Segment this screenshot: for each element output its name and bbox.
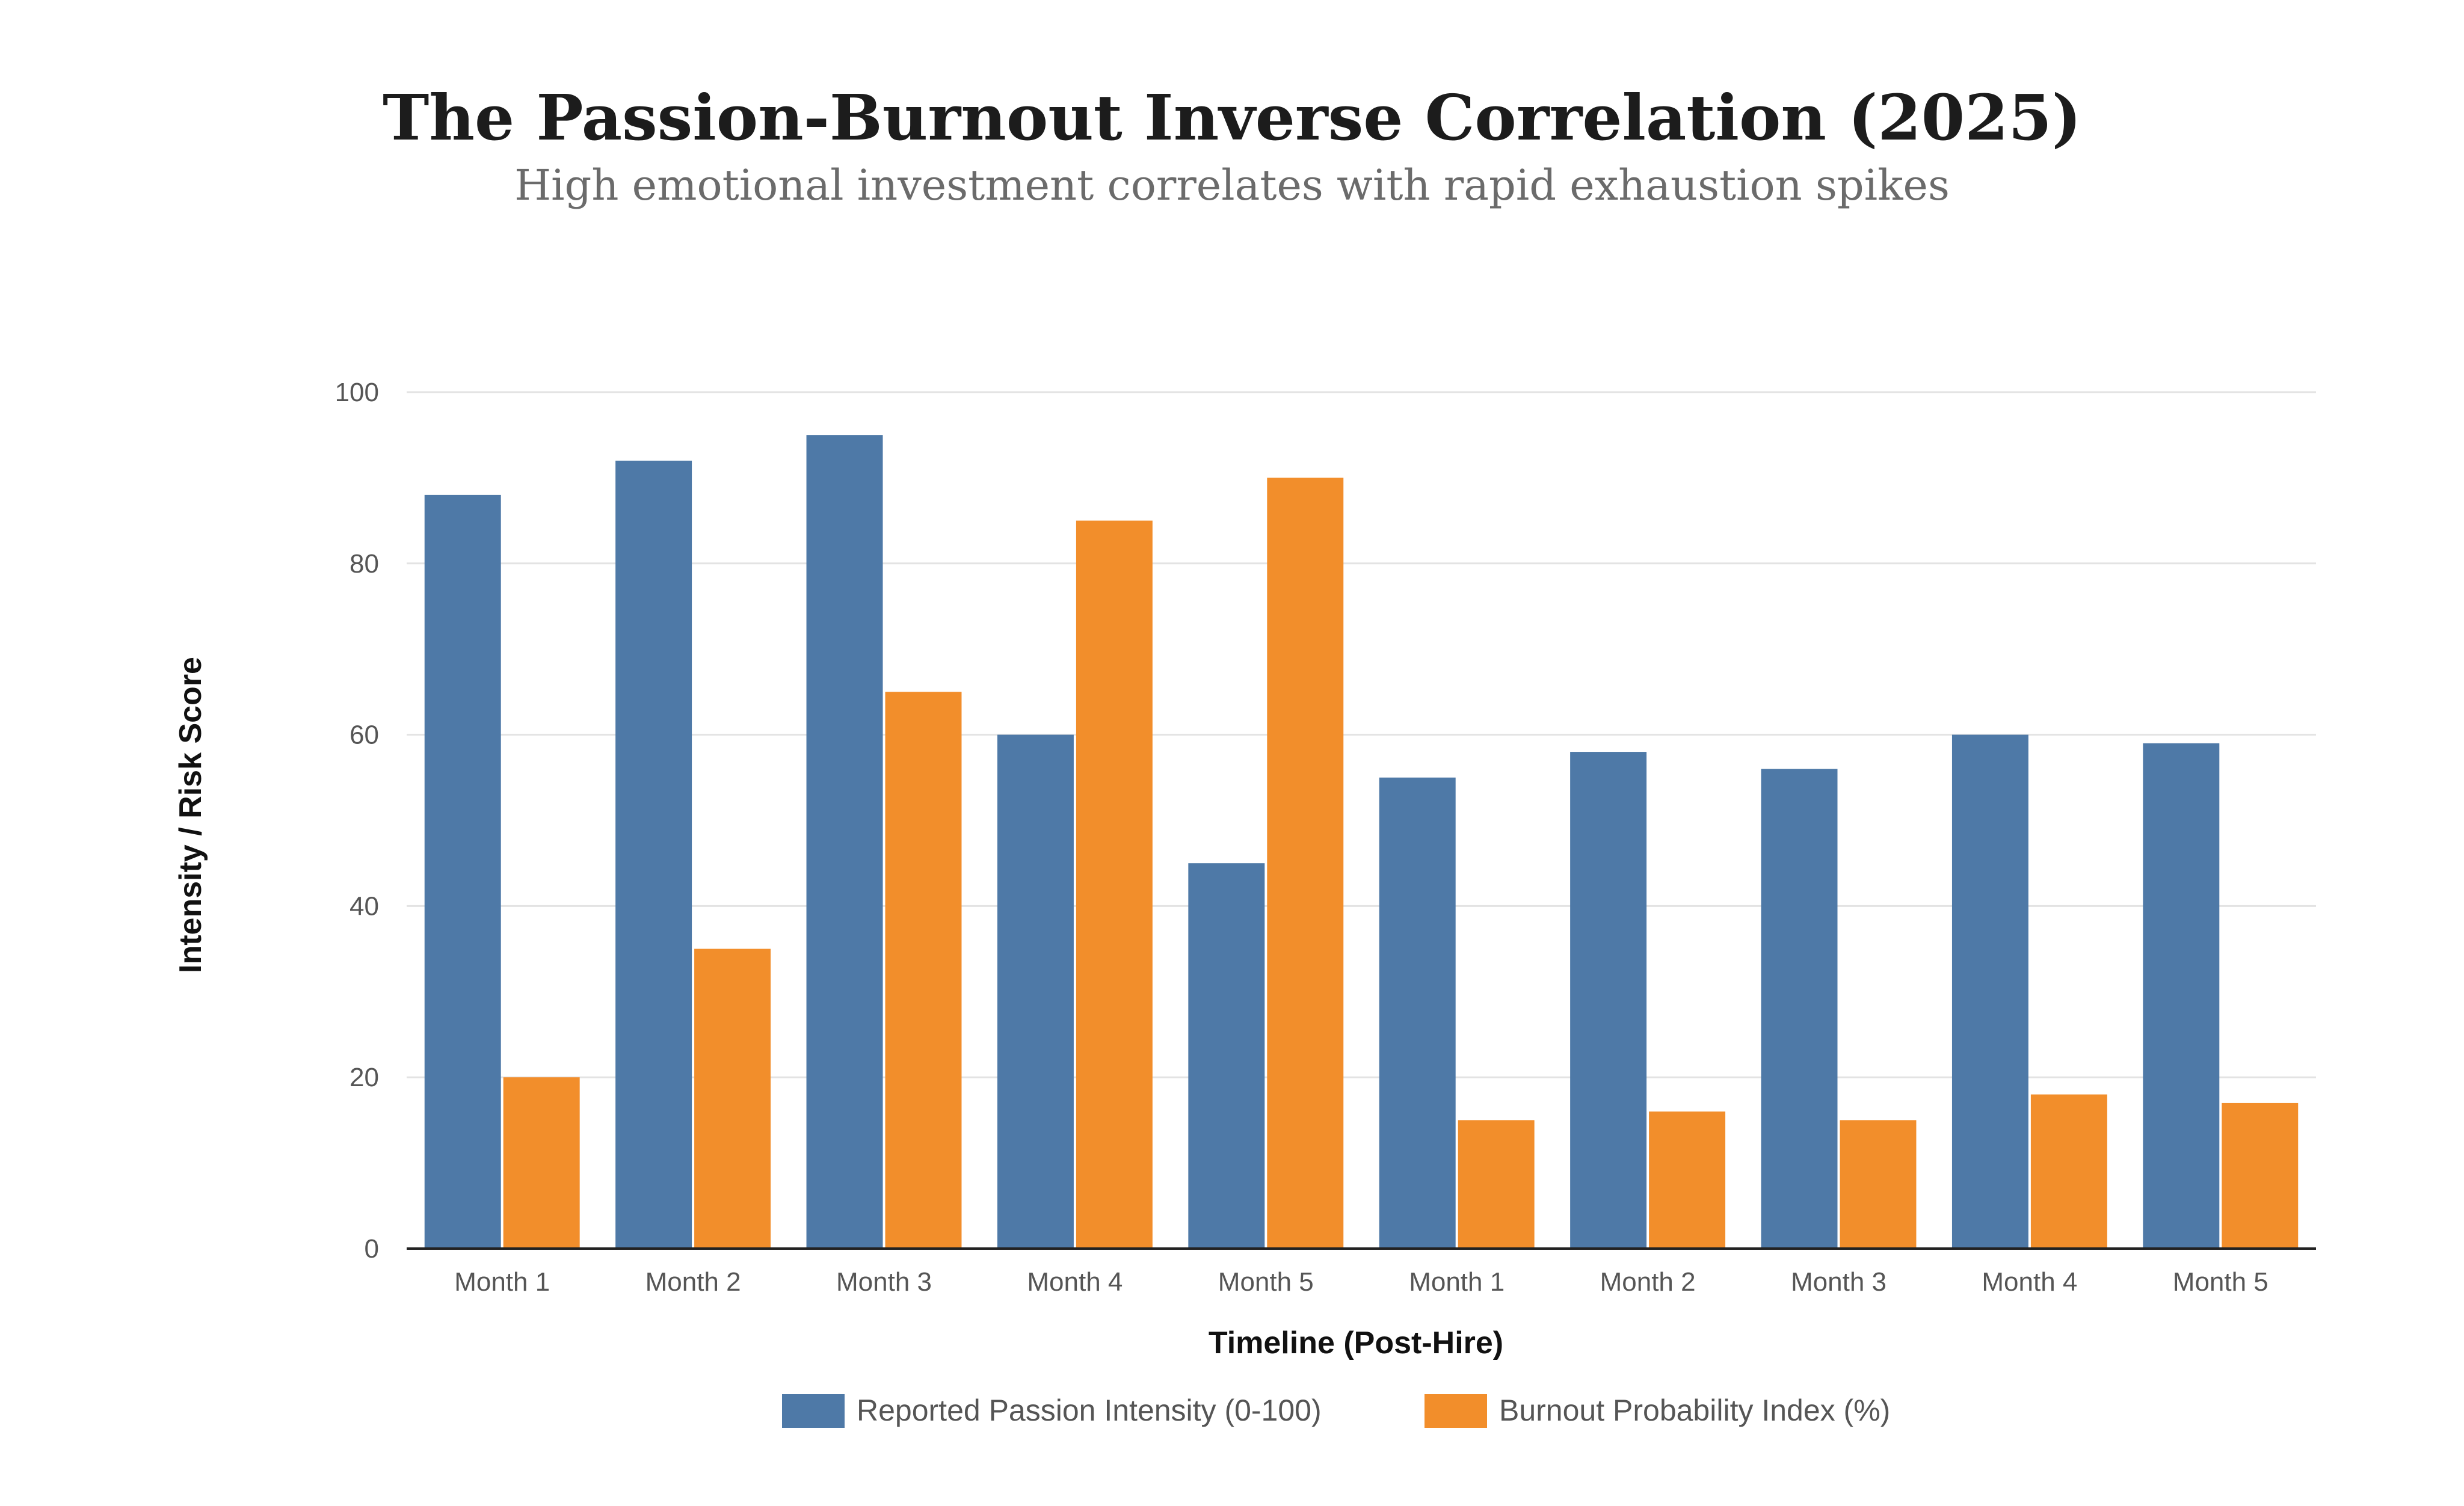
bar-burnout (694, 948, 771, 1249)
bar-passion (615, 460, 692, 1249)
chart-title: The Passion-Burnout Inverse Correlation … (383, 81, 2081, 155)
bar-burnout (885, 692, 962, 1249)
bar-passion (1951, 734, 2028, 1249)
bar-passion (1188, 863, 1265, 1249)
bar-passion (997, 734, 1074, 1249)
x-axis-title: Timeline (Post-Hire) (1209, 1326, 1503, 1360)
y-tick-label: 20 (350, 1063, 379, 1092)
y-tick-label: 60 (350, 721, 379, 750)
y-axis-ticks: 0 20 40 60 80 100 (335, 378, 379, 1264)
legend: Reported Passion Intensity (0-100) Burno… (782, 1394, 1890, 1428)
bar-burnout (503, 1077, 580, 1249)
legend-label-passion: Reported Passion Intensity (0-100) (857, 1394, 1322, 1427)
bars (424, 435, 2299, 1249)
bar-burnout (2222, 1102, 2299, 1249)
bar-burnout (2030, 1094, 2107, 1249)
chart-subtitle: High emotional investment correlates wit… (514, 161, 1950, 210)
x-tick-label: Month 5 (1218, 1267, 1314, 1297)
x-tick-label: Month 3 (836, 1267, 932, 1297)
bar-passion (806, 435, 883, 1249)
x-tick-label: Month 5 (2173, 1267, 2268, 1297)
y-tick-label: 100 (335, 378, 379, 407)
bar-passion (424, 494, 501, 1249)
y-tick-label: 0 (365, 1234, 379, 1264)
x-tick-label: Month 1 (454, 1267, 550, 1297)
x-tick-label: Month 4 (1982, 1267, 2077, 1297)
legend-swatch-passion (782, 1394, 845, 1428)
legend-label-burnout: Burnout Probability Index (%) (1499, 1394, 1890, 1427)
bar-passion (2143, 743, 2220, 1249)
bar-passion (1570, 752, 1647, 1249)
bar-passion (1761, 769, 1838, 1249)
x-tick-label: Month 2 (1600, 1267, 1696, 1297)
y-tick-label: 80 (350, 549, 379, 579)
y-tick-label: 40 (350, 891, 379, 921)
x-tick-label: Month 2 (645, 1267, 741, 1297)
y-axis-title: Intensity / Risk Score (173, 657, 208, 973)
x-axis-ticks: Month 1 Month 2 Month 3 Month 4 Month 5 Month… (454, 1267, 2268, 1297)
bar-passion (1379, 777, 1456, 1249)
bar-burnout (1649, 1111, 1726, 1249)
bar-burnout (1076, 520, 1153, 1249)
x-tick-label: Month 1 (1409, 1267, 1505, 1297)
x-tick-label: Month 3 (1791, 1267, 1886, 1297)
x-tick-label: Month 4 (1027, 1267, 1123, 1297)
bar-burnout (1840, 1120, 1917, 1249)
gridlines (407, 391, 2316, 1078)
legend-swatch-burnout (1424, 1394, 1487, 1428)
bar-burnout (1267, 478, 1344, 1249)
bar-burnout (1458, 1120, 1535, 1249)
